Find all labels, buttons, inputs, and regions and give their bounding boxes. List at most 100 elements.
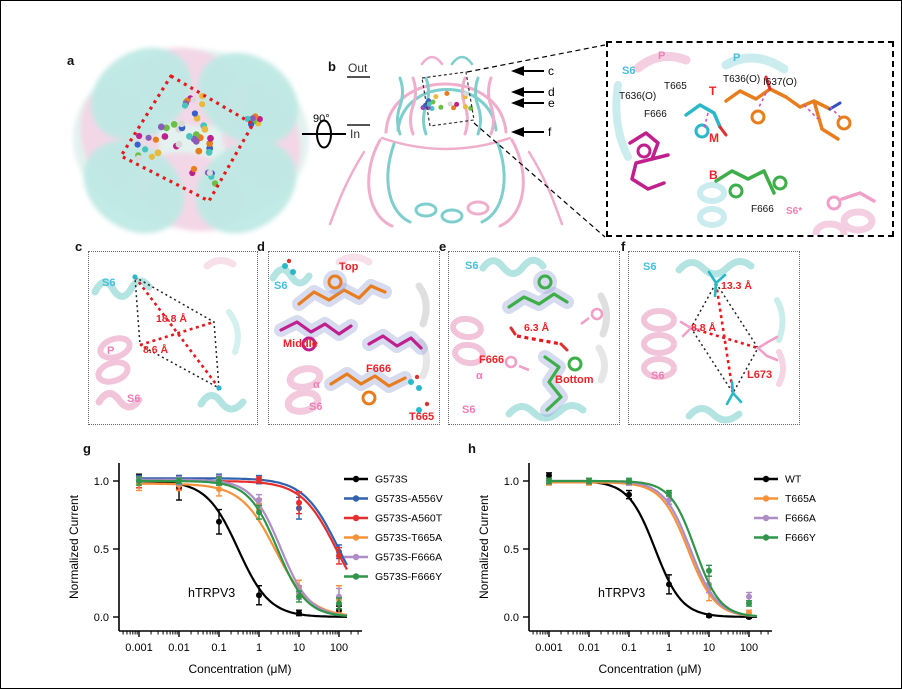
fit-curve	[549, 481, 758, 618]
data-point	[256, 592, 262, 599]
fit-curve	[548, 479, 757, 618]
legend-item-G573S: G573S	[344, 474, 408, 486]
inset-site-t-label: T	[709, 84, 717, 98]
data-point	[216, 486, 222, 493]
legend-item-T665A: T665A	[754, 493, 816, 505]
ligand-sphere	[170, 121, 178, 128]
data-point	[666, 581, 672, 588]
inset-ligand-sticks	[628, 75, 876, 211]
data-point	[336, 600, 342, 607]
chart-annotation: hTRPV3	[598, 586, 645, 600]
panel-f-letter: f	[621, 239, 626, 254]
arrow-label-e: e	[548, 96, 555, 110]
panel-c-structure: S6 P S6 18.8 Å 8.6 Å	[91, 257, 247, 413]
inset-site-b-label: B	[709, 168, 718, 182]
data-point	[626, 478, 632, 484]
c-dist-short-label: 8.6 Å	[143, 343, 169, 356]
inset-p-left-label: P	[658, 50, 665, 62]
legend-item-F666A: F666A	[754, 513, 816, 525]
data-point	[296, 499, 302, 506]
binding-site-inset: P P S6 T665 T636(O) T636(O) I637(O) T F6…	[606, 41, 894, 246]
hydrogen-bond-dashes	[703, 92, 841, 130]
channel-cartoon	[328, 55, 564, 228]
data-point	[256, 476, 262, 483]
y-tick-label: 0.5	[94, 544, 109, 556]
d-s6-pink-label: S6	[309, 401, 322, 413]
ligand-sphere	[136, 132, 143, 140]
ligand-sphere	[444, 91, 450, 96]
ligand-sphere	[207, 134, 214, 142]
data-point	[546, 478, 552, 484]
data-point	[336, 552, 342, 559]
ligand-sphere	[426, 101, 432, 107]
legend-item-G573S-F666Y: G573S-F666Y	[344, 571, 442, 583]
panel-c-helices	[91, 257, 247, 413]
e-f666-label: F666	[479, 354, 504, 366]
legend-label: G573S	[375, 474, 408, 486]
f-s6-cyan-label: S6	[643, 261, 656, 273]
fit-curve	[139, 482, 348, 616]
pore-dashed-diamond	[134, 275, 220, 390]
x-axis-label: Concentration (μM)	[599, 662, 702, 676]
ligand-sphere	[152, 136, 159, 143]
legend-label: F666Y	[785, 532, 816, 544]
panel-f-box: S6 13.3 Å 8.8 Å S6 L673	[628, 251, 800, 425]
x-tick-label: 0.1	[211, 642, 226, 654]
fit-curve	[139, 478, 348, 617]
data-point	[586, 478, 592, 484]
data-point	[706, 612, 712, 619]
f-s6-pink-label: S6	[651, 370, 664, 382]
ligand-sphere	[195, 147, 203, 155]
fit-curve	[139, 477, 348, 566]
data-point	[296, 593, 302, 600]
legend-label: G573S-F666A	[375, 552, 442, 564]
data-point	[296, 609, 302, 616]
legend-label: WT	[785, 474, 802, 486]
ligand-sphere	[145, 134, 152, 141]
ligand-sphere	[163, 124, 170, 132]
ligand-sphere	[206, 169, 213, 176]
legend-item-G573S-A560T: G573S-A560T	[344, 513, 443, 525]
rotation-90-icon: 90°	[302, 113, 346, 149]
panel-f-structure: S6 13.3 Å 8.8 Å S6 L673	[641, 258, 786, 424]
ligand-sphere	[249, 115, 256, 122]
panel-e-f666-sticks	[504, 307, 604, 372]
c-dist-long-label: 18.8 Å	[156, 312, 187, 325]
d-s6-cyan-label: S6	[274, 280, 287, 292]
panel-c-letter: c	[75, 239, 83, 254]
fit-curve	[549, 479, 758, 618]
x-tick-label: 1	[256, 642, 262, 654]
data-point	[256, 497, 262, 504]
zoom-source-dashed-box	[421, 71, 475, 127]
ligand-sphere	[205, 148, 213, 156]
f-l673-label: L673	[747, 369, 772, 381]
ligand-sphere	[438, 104, 444, 110]
x-tick-label: 0.1	[621, 642, 636, 654]
series-T665A	[546, 478, 758, 618]
inset-site-m-label: M	[709, 131, 719, 145]
legend-label: T665A	[785, 493, 816, 505]
protein-surface	[73, 47, 309, 234]
inset-t636o-right-label: T636(O)	[723, 74, 760, 85]
ligand-sphere	[206, 140, 214, 147]
e-s6-pink-label: S6	[462, 404, 475, 416]
data-point	[256, 509, 262, 516]
series-G573S-F666Y	[136, 476, 348, 617]
d-alpha-label: α	[313, 379, 320, 391]
inset-f666-lower-label: F666	[751, 204, 774, 215]
ligand-sphere	[178, 120, 185, 128]
ca-atom	[132, 274, 138, 280]
l673-side-chains	[679, 270, 779, 406]
pore-distance-lines	[133, 276, 221, 389]
ligand-sphere	[433, 94, 439, 100]
e-bottom-label: Bottom	[555, 374, 594, 386]
legend-item-F666Y: F666Y	[754, 532, 816, 544]
panel-b-letter: b	[328, 59, 336, 74]
ligand-sphere	[134, 141, 141, 148]
ligand-sphere	[430, 99, 436, 105]
fit-curve	[549, 479, 758, 618]
in-label: In	[350, 127, 360, 141]
panel-a-letter: a	[67, 53, 75, 68]
legend-label: G573S-A560T	[375, 513, 443, 525]
d-t665-label: T665	[409, 411, 434, 423]
